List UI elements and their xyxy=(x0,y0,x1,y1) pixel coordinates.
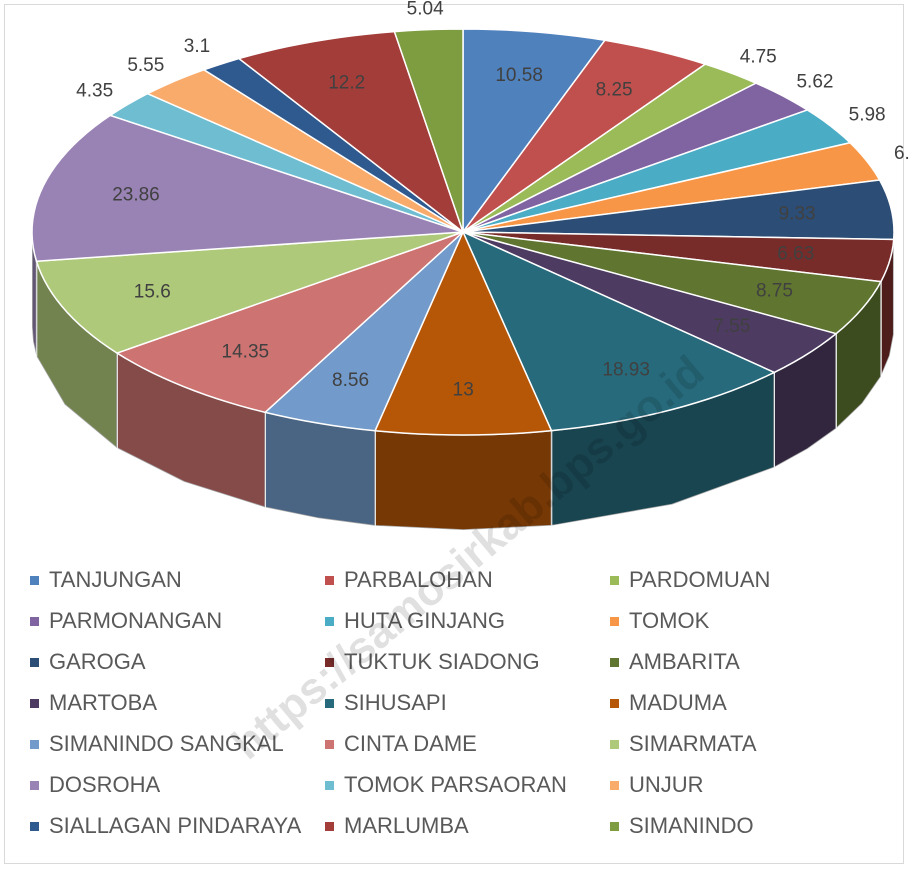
value-label: 3.1 xyxy=(184,36,210,57)
legend-swatch xyxy=(325,576,334,585)
value-label: 13 xyxy=(453,379,474,400)
legend-label: DOSROHA xyxy=(49,772,161,797)
legend-label: TANJUNGAN xyxy=(49,567,182,592)
legend-swatch xyxy=(325,658,334,667)
value-label: 4.75 xyxy=(740,46,777,67)
side-shade xyxy=(880,239,894,377)
slice xyxy=(462,231,838,374)
legend-swatch xyxy=(30,781,39,790)
slice xyxy=(461,230,777,432)
slice xyxy=(31,114,464,263)
legend-swatch xyxy=(325,740,334,749)
value-label: 12.2 xyxy=(328,72,365,93)
legend-label: PARBALOHAN xyxy=(344,567,493,592)
side-shade xyxy=(774,333,837,468)
slice xyxy=(462,231,883,335)
legend-swatch xyxy=(30,699,39,708)
legend-label: TOMOK xyxy=(629,608,710,633)
value-label: 7.55 xyxy=(713,316,750,337)
legend-swatch xyxy=(610,740,619,749)
slice xyxy=(462,109,852,233)
value-label: 5.98 xyxy=(849,104,886,125)
slice xyxy=(263,231,464,432)
legend-label: AMBARITA xyxy=(629,649,740,674)
legend-swatch xyxy=(325,822,334,831)
pie: 10.58 8.25 4.75 5.62 5.98 6.2 9.33 6.63 8.75 7.55… xyxy=(31,0,909,531)
legend-label: MADUMA xyxy=(629,690,727,715)
side-shade xyxy=(836,281,881,429)
legend-swatch xyxy=(30,658,39,667)
value-label: 6.2 xyxy=(894,143,909,164)
value-label: 9.33 xyxy=(779,203,816,224)
slice xyxy=(462,82,810,233)
legend-swatch xyxy=(30,576,39,585)
legend-label: CINTA DAME xyxy=(344,731,477,756)
legend-swatch xyxy=(30,740,39,749)
slice xyxy=(35,231,464,354)
slice xyxy=(462,63,758,233)
value-label: 8.56 xyxy=(332,370,369,391)
slice xyxy=(462,141,881,233)
side-shade xyxy=(117,353,266,508)
value-label: 8.75 xyxy=(756,281,793,302)
legend-swatch xyxy=(610,658,619,667)
legend-label: UNJUR xyxy=(629,772,704,797)
legend-label: PARMONANGAN xyxy=(49,608,222,633)
value-label: 5.62 xyxy=(796,71,833,92)
legend-label: MARLUMBA xyxy=(344,813,469,838)
legend-swatch xyxy=(325,781,334,790)
value-label: 23.86 xyxy=(112,184,160,205)
legend-swatch xyxy=(610,822,619,831)
slice xyxy=(373,230,553,436)
legend-label: SIALLAGAN PINDARAYA xyxy=(49,813,302,838)
value-label: 5.04 xyxy=(407,0,444,19)
legend-label: SIMANINDO xyxy=(629,813,754,838)
legend-label: SIMANINDO SANGKAL xyxy=(49,731,284,756)
legend-label: GAROGA xyxy=(49,649,146,674)
legend-swatch xyxy=(325,617,334,626)
legend-label: TUKTUK SIADONG xyxy=(344,649,540,674)
value-label: 8.25 xyxy=(596,80,633,101)
value-label: 4.35 xyxy=(76,80,113,101)
legend: TANJUNGAN PARBALOHAN PARDOMUAN PARMONANGAN H… xyxy=(30,567,770,838)
slice xyxy=(145,68,464,233)
side-shade xyxy=(36,261,118,449)
legend-swatch xyxy=(610,699,619,708)
slice xyxy=(237,30,465,235)
legend-label: PARDOMUAN xyxy=(629,567,770,592)
slice xyxy=(115,231,464,414)
side-shade xyxy=(551,372,775,526)
legend-swatch xyxy=(30,617,39,626)
legend-swatch xyxy=(30,822,39,831)
slice xyxy=(462,28,607,235)
legend-label: SIHUSAPI xyxy=(344,690,447,715)
legend-swatch xyxy=(610,617,619,626)
legend-swatch xyxy=(610,576,619,585)
legend-swatch xyxy=(610,781,619,790)
slice xyxy=(462,179,895,241)
side-shade xyxy=(32,232,37,357)
legend-label: SIMARMATA xyxy=(629,731,757,756)
value-label: 18.93 xyxy=(602,359,650,380)
value-label: 6.63 xyxy=(777,243,814,264)
value-label: 14.35 xyxy=(222,342,270,363)
side-shade xyxy=(375,430,552,530)
value-label: 15.6 xyxy=(134,281,171,302)
legend-label: TOMOK PARSAORAN xyxy=(344,772,567,797)
legend-label: MARTOBA xyxy=(49,690,157,715)
legend-swatch xyxy=(325,699,334,708)
value-label: 5.55 xyxy=(127,55,164,76)
slice xyxy=(462,39,707,233)
legend-label: HUTA GINJANG xyxy=(344,608,505,633)
slice xyxy=(393,28,464,233)
side-shade xyxy=(265,412,376,526)
value-label: 10.58 xyxy=(495,65,543,86)
